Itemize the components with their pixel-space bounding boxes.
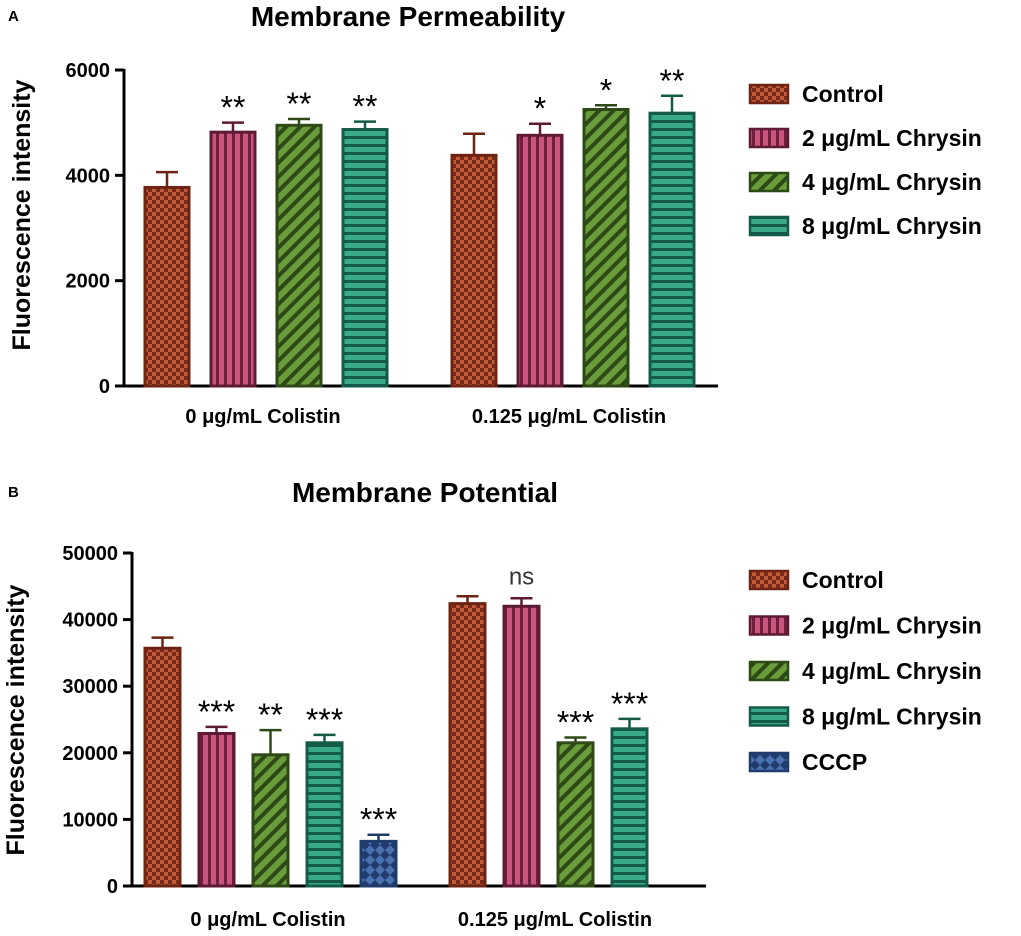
panel-b-legend-swatch-control bbox=[748, 569, 790, 591]
panel-b-y-tick-label: 40000 bbox=[62, 610, 118, 632]
panel-b-legend-swatch-8ug-chrysin bbox=[748, 706, 790, 727]
panel-b-bar-2ug-chrysin bbox=[197, 731, 236, 888]
panel-a-title: Membrane Permeability bbox=[251, 1, 566, 32]
panel-a-bar-2ug-chrysin bbox=[516, 133, 564, 388]
panel-a-bar-control bbox=[450, 153, 498, 388]
panel-a-bar-2ug-chrysin bbox=[209, 130, 257, 388]
panel-a-category-label: 0.125 μg/mL Colistin bbox=[472, 406, 666, 428]
panel-a-legend-swatch-4ug-chrysin bbox=[748, 171, 790, 193]
panel-b-bar-2ug-chrysin bbox=[502, 604, 541, 888]
panel-a-chart: Membrane Permeability Fluorescence inten… bbox=[8, 1, 982, 428]
panel-a-bar-4ug-chrysin bbox=[275, 123, 323, 388]
panel-a-letter: A bbox=[8, 8, 19, 25]
panel-a-significance-label: ** bbox=[660, 63, 685, 99]
panel-b-significance-label: ns bbox=[509, 563, 534, 590]
panel-b-y-tick-label: 10000 bbox=[62, 809, 118, 831]
panel-b-y-tick-label: 30000 bbox=[62, 676, 118, 698]
panel-a-significance-label: * bbox=[534, 91, 546, 127]
panel-b-significance-label: *** bbox=[557, 704, 594, 740]
panel-a-legend-swatch-8ug-chrysin bbox=[748, 215, 790, 237]
panel-b-bar-control bbox=[448, 602, 487, 888]
panel-b-category-label: 0 μg/mL Colistin bbox=[190, 909, 345, 931]
panel-a-y-tick-label: 6000 bbox=[66, 60, 111, 82]
panel-b-bar-4ug-chrysin bbox=[251, 753, 290, 888]
panel-a-legend-label: 2 μg/mL Chrysin bbox=[802, 125, 982, 151]
panel-b-legend-swatch-4ug-chrysin bbox=[748, 660, 790, 682]
panel-a-category-label: 0 μg/mL Colistin bbox=[185, 406, 340, 428]
panel-b-legend-swatch-2ug-chrysin bbox=[748, 615, 790, 636]
panel-b-significance-label: *** bbox=[611, 686, 648, 722]
panel-b-y-tick-label: 20000 bbox=[62, 743, 118, 765]
panel-a-legend-label: 4 μg/mL Chrysin bbox=[802, 169, 982, 195]
panel-b-legend-label: 2 μg/mL Chrysin bbox=[802, 613, 982, 639]
panel-a-legend-swatch-control bbox=[748, 83, 790, 105]
panel-b-chart: Membrane Potential Fluorescence intensit… bbox=[2, 477, 982, 931]
panel-b-significance-label: *** bbox=[306, 702, 343, 738]
panel-b-legend-label: CCCP bbox=[802, 749, 867, 775]
panel-b-legend-label: 4 μg/mL Chrysin bbox=[802, 658, 982, 684]
panel-a-significance-label: ** bbox=[287, 86, 312, 122]
panel-a-y-tick-label: 0 bbox=[99, 376, 110, 398]
panel-a-legend-label: 8 μg/mL Chrysin bbox=[802, 213, 982, 239]
panel-a-bar-8ug-chrysin bbox=[648, 111, 696, 388]
panel-a-y-tick-label: 2000 bbox=[66, 271, 111, 293]
panel-a-significance-label: ** bbox=[221, 90, 246, 126]
panel-a-legend-label: Control bbox=[802, 81, 884, 107]
panel-b-bar-control bbox=[143, 646, 182, 888]
panel-b-legend-label: Control bbox=[802, 567, 884, 593]
panel-a-y-tick-label: 4000 bbox=[66, 165, 111, 187]
panel-b-bar-8ug-chrysin bbox=[305, 741, 344, 888]
panel-b-significance-label: *** bbox=[198, 694, 235, 730]
panel-a-legend-swatch-2ug-chrysin bbox=[748, 127, 790, 149]
panel-b-significance-label: ** bbox=[258, 697, 283, 733]
panel-b-y-tick-label: 0 bbox=[107, 876, 118, 898]
panel-a-bar-8ug-chrysin bbox=[341, 128, 389, 388]
panel-b-bar-4ug-chrysin bbox=[556, 741, 595, 888]
panel-a-bar-4ug-chrysin bbox=[582, 108, 630, 388]
panel-b-bar-cccp bbox=[359, 839, 398, 888]
panel-b-category-label: 0.125 μg/mL Colistin bbox=[458, 909, 652, 931]
panel-a-y-axis-label: Fluorescence intensity bbox=[8, 79, 36, 350]
panel-b-legend-label: 8 μg/mL Chrysin bbox=[802, 704, 982, 730]
panel-b-letter: B bbox=[8, 484, 19, 501]
panel-b-significance-label: *** bbox=[360, 802, 397, 838]
panel-b-legend-swatch-cccp bbox=[748, 751, 790, 773]
panel-b-y-axis-label: Fluorescence intensity bbox=[2, 584, 30, 855]
panel-b-bar-8ug-chrysin bbox=[610, 727, 649, 888]
panel-b-y-tick-label: 50000 bbox=[62, 543, 118, 565]
panel-a-bar-control bbox=[143, 185, 191, 388]
panel-a-significance-label: ** bbox=[353, 89, 378, 125]
panel-b-title: Membrane Potential bbox=[292, 477, 558, 508]
panel-a-significance-label: * bbox=[600, 72, 612, 108]
